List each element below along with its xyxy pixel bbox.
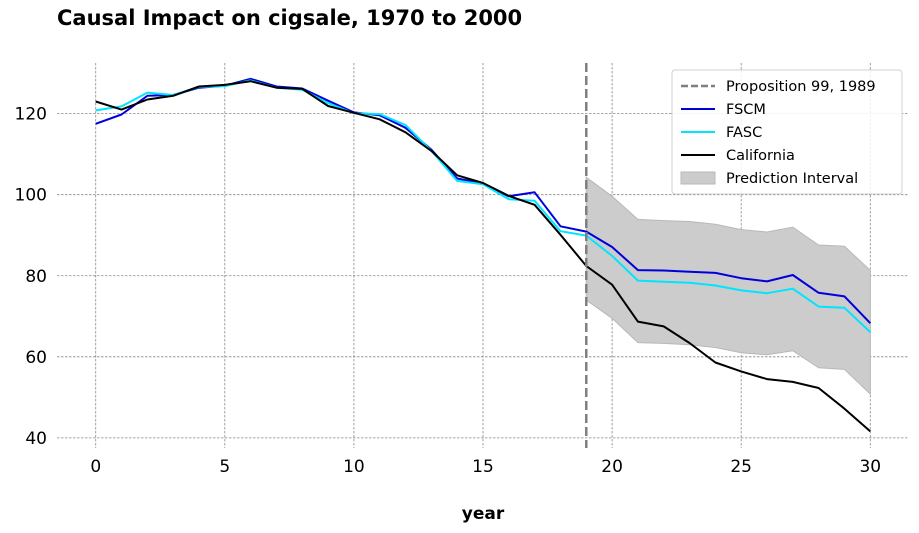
legend-label-fasc: FASC — [726, 125, 762, 141]
chart-title: Causal Impact on cigsale, 1970 to 2000 — [57, 6, 523, 30]
x-tick-label: 5 — [219, 457, 230, 477]
series-line-fasc — [95, 79, 871, 333]
series-line-california — [95, 80, 871, 433]
x-tick-label: 15 — [472, 457, 494, 477]
x-axis-label: year — [462, 504, 505, 524]
y-tick-label: 120 — [15, 105, 47, 125]
legend-swatch-prediction-interval — [680, 171, 716, 185]
y-tick-label: 80 — [25, 267, 47, 287]
legend-box — [671, 69, 903, 195]
legend-label-prediction-interval: Prediction Interval — [726, 171, 858, 187]
legend-label-fscm: FSCM — [726, 102, 766, 118]
x-tick-label: 20 — [601, 457, 623, 477]
series-lines — [95, 77, 872, 433]
legend: Proposition 99, 1989 FSCM FASC California Pr… — [671, 69, 903, 195]
prediction-interval-band-group — [585, 176, 871, 396]
y-tick-label: 100 — [15, 186, 47, 206]
tick-labels: 0 5 10 15 20 25 30 40 60 80 100 120 — [15, 105, 882, 477]
x-tick-label: 10 — [343, 457, 365, 477]
legend-label-proposition-99-1989: Proposition 99, 1989 — [726, 79, 876, 95]
y-tick-label: 40 — [25, 429, 47, 449]
prediction-interval-band — [585, 176, 871, 396]
y-tick-label: 60 — [25, 348, 47, 368]
legend-label-california: California — [726, 148, 795, 164]
x-tick-label: 25 — [730, 457, 752, 477]
x-tick-label: 30 — [859, 457, 881, 477]
x-tick-label: 0 — [90, 457, 101, 477]
